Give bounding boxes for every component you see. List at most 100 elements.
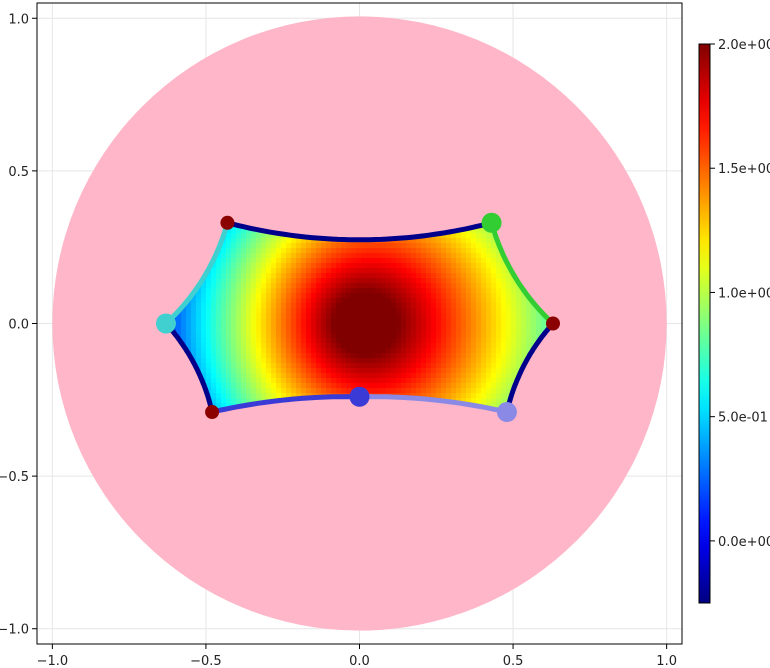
heat-cell (256, 348, 262, 354)
heat-cell (256, 323, 262, 329)
heat-cell (511, 308, 517, 314)
heat-cell (456, 308, 462, 314)
heat-cell (466, 313, 472, 319)
heat-cell (221, 368, 227, 374)
heat-cell (361, 363, 367, 369)
heat-cell (331, 298, 337, 304)
heat-cell (241, 298, 247, 304)
heat-cell (236, 373, 242, 379)
heat-cell (246, 258, 252, 264)
heat-cell (441, 258, 447, 264)
colorbar-tick-label: 1.0e+00 (718, 286, 770, 301)
heat-cell (226, 388, 232, 394)
heat-cell (206, 343, 212, 349)
heat-cell (266, 273, 272, 279)
heat-cell (436, 373, 442, 379)
heat-cell (221, 388, 227, 394)
heat-cell (441, 288, 447, 294)
heat-cell (351, 323, 357, 329)
heat-cell (321, 253, 327, 259)
heat-cell (431, 363, 437, 369)
heat-cell (331, 308, 337, 314)
heat-cell (531, 318, 537, 324)
heat-cell (196, 288, 202, 294)
heat-cell (351, 373, 357, 379)
heat-cell (231, 298, 237, 304)
heat-cell (431, 263, 437, 269)
heat-cell (231, 288, 237, 294)
heat-cell (306, 278, 312, 284)
heat-cell (366, 338, 372, 344)
heat-cell (371, 348, 377, 354)
heat-cell (226, 268, 232, 274)
heat-cell (476, 318, 482, 324)
heat-cell (221, 248, 227, 254)
heat-cell (311, 293, 317, 299)
heat-cell (406, 283, 412, 289)
heat-cell (301, 378, 307, 384)
heat-cell (306, 248, 312, 254)
heat-cell (461, 358, 467, 364)
heat-cell (476, 248, 482, 254)
heat-cell (446, 258, 452, 264)
heat-cell (216, 393, 222, 399)
heat-cell (471, 333, 477, 339)
heat-cell (391, 373, 397, 379)
heat-cell (481, 363, 487, 369)
heat-cell (276, 328, 282, 334)
heat-cell (506, 383, 512, 389)
heat-cell (241, 238, 247, 244)
heat-cell (486, 233, 492, 239)
heat-cell (221, 393, 227, 399)
heat-cell (261, 298, 267, 304)
heat-cell (376, 338, 382, 344)
heat-cell (266, 328, 272, 334)
heat-cell (491, 328, 497, 334)
heat-cell (481, 273, 487, 279)
heat-cell (336, 298, 342, 304)
heat-cell (206, 328, 212, 334)
heat-cell (336, 263, 342, 269)
heat-cell (261, 378, 267, 384)
heat-cell (186, 323, 192, 329)
heat-cell (371, 313, 377, 319)
heat-cell (431, 388, 437, 394)
heat-cell (481, 318, 487, 324)
heat-cell (391, 248, 397, 254)
heat-cell (306, 338, 312, 344)
heat-cell (381, 323, 387, 329)
heat-cell (461, 363, 467, 369)
heat-cell (271, 238, 277, 244)
heat-cell (431, 238, 437, 244)
heat-cell (491, 253, 497, 259)
heat-cell (246, 243, 252, 249)
heat-cell (226, 288, 232, 294)
y-tick-label: 0.5 (8, 165, 29, 180)
heat-cell (216, 263, 222, 269)
heat-cell (376, 258, 382, 264)
heat-cell (456, 288, 462, 294)
heat-cell (356, 368, 362, 374)
heat-cell (266, 373, 272, 379)
heat-cell (461, 398, 467, 404)
heat-cell (336, 378, 342, 384)
heat-cell (376, 388, 382, 394)
heat-cell (381, 288, 387, 294)
heat-cell (476, 273, 482, 279)
heat-cell (326, 313, 332, 319)
heat-cell (386, 373, 392, 379)
heat-cell (391, 243, 397, 249)
heat-cell (346, 373, 352, 379)
heat-cell (421, 248, 427, 254)
heat-cell (456, 313, 462, 319)
heat-cell (476, 238, 482, 244)
heat-cell (441, 393, 447, 399)
heat-cell (251, 318, 257, 324)
heat-cell (266, 243, 272, 249)
heat-cell (391, 323, 397, 329)
heat-cell (246, 368, 252, 374)
heat-cell (296, 248, 302, 254)
heat-cell (231, 343, 237, 349)
heat-cell (401, 333, 407, 339)
heat-cell (481, 233, 487, 239)
